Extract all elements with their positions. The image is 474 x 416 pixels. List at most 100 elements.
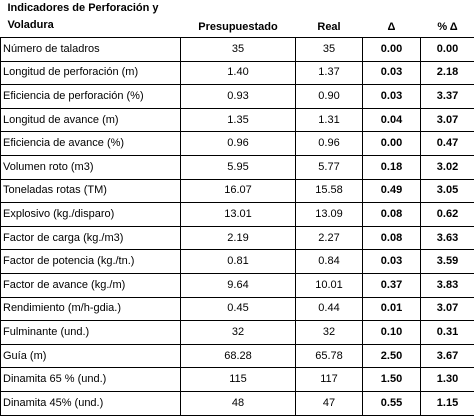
real-cell: 35 bbox=[296, 38, 363, 62]
delta-cell: 1.50 bbox=[363, 368, 421, 392]
delta-cell: 0.08 bbox=[363, 203, 421, 227]
delta-cell: 0.03 bbox=[363, 85, 421, 109]
real-cell: 1.31 bbox=[296, 108, 363, 132]
real-cell: 0.96 bbox=[296, 132, 363, 156]
presupuestado-cell: 68.28 bbox=[181, 344, 296, 368]
delta-cell: 2.50 bbox=[363, 344, 421, 368]
real-cell: 2.27 bbox=[296, 226, 363, 250]
presupuestado-cell: 48 bbox=[181, 391, 296, 415]
real-cell: 0.84 bbox=[296, 250, 363, 274]
pct-delta-cell: 2.18 bbox=[421, 61, 474, 85]
presupuestado-cell: 0.96 bbox=[181, 132, 296, 156]
indicator-name-cell: Guía (m) bbox=[1, 344, 181, 368]
pct-delta-cell: 0.62 bbox=[421, 203, 474, 227]
presupuestado-cell: 1.35 bbox=[181, 108, 296, 132]
real-cell: 0.44 bbox=[296, 297, 363, 321]
delta-cell: 0.37 bbox=[363, 273, 421, 297]
presupuestado-cell: 0.45 bbox=[181, 297, 296, 321]
indicator-name-cell: Dinamita 65 % (und.) bbox=[1, 368, 181, 392]
delta-cell: 0.03 bbox=[363, 250, 421, 274]
real-cell: 5.77 bbox=[296, 155, 363, 179]
pct-delta-cell: 3.07 bbox=[421, 108, 474, 132]
delta-cell: 0.55 bbox=[363, 391, 421, 415]
header-pct-delta: % Δ bbox=[421, 0, 474, 38]
delta-cell: 0.10 bbox=[363, 321, 421, 345]
presupuestado-cell: 35 bbox=[181, 38, 296, 62]
pct-delta-cell: 0.00 bbox=[421, 38, 474, 62]
indicator-name-cell: Factor de carga (kg./m3) bbox=[1, 226, 181, 250]
indicator-name-cell: Dinamita 45% (und.) bbox=[1, 391, 181, 415]
delta-cell: 0.49 bbox=[363, 179, 421, 203]
presupuestado-cell: 115 bbox=[181, 368, 296, 392]
indicator-name-cell: Rendimiento (m/h-gdia.) bbox=[1, 297, 181, 321]
real-cell: 15.58 bbox=[296, 179, 363, 203]
indicator-name-cell: Eficiencia de avance (%) bbox=[1, 132, 181, 156]
delta-cell: 0.03 bbox=[363, 61, 421, 85]
indicator-name-cell: Fulminante (und.) bbox=[1, 321, 181, 345]
presupuestado-cell: 1.40 bbox=[181, 61, 296, 85]
pct-delta-cell: 3.63 bbox=[421, 226, 474, 250]
indicator-name-cell: Longitud de avance (m) bbox=[1, 108, 181, 132]
presupuestado-cell: 13.01 bbox=[181, 203, 296, 227]
indicator-name-cell: Explosivo (kg./disparo) bbox=[1, 203, 181, 227]
indicator-name-cell: Eficiencia de perforación (%) bbox=[1, 85, 181, 109]
presupuestado-cell: 9.64 bbox=[181, 273, 296, 297]
presupuestado-cell: 32 bbox=[181, 321, 296, 345]
indicator-name-cell: Volumen roto (m3) bbox=[1, 155, 181, 179]
delta-cell: 0.01 bbox=[363, 297, 421, 321]
delta-cell: 0.04 bbox=[363, 108, 421, 132]
real-cell: 65.78 bbox=[296, 344, 363, 368]
real-cell: 13.09 bbox=[296, 203, 363, 227]
real-cell: 1.37 bbox=[296, 61, 363, 85]
indicator-name-cell: Longitud de perforación (m) bbox=[1, 61, 181, 85]
presupuestado-cell: 16.07 bbox=[181, 179, 296, 203]
pct-delta-cell: 3.05 bbox=[421, 179, 474, 203]
real-cell: 117 bbox=[296, 368, 363, 392]
real-cell: 32 bbox=[296, 321, 363, 345]
indicator-name-cell: Factor de avance (kg./m) bbox=[1, 273, 181, 297]
presupuestado-cell: 0.81 bbox=[181, 250, 296, 274]
table-header-row: Indicadores de Perforación y Voladura Pr… bbox=[1, 0, 474, 38]
real-cell: 10.01 bbox=[296, 273, 363, 297]
pct-delta-cell: 1.30 bbox=[421, 368, 474, 392]
indicator-name-cell: Factor de potencia (kg./tn.) bbox=[1, 250, 181, 274]
pct-delta-cell: 3.83 bbox=[421, 273, 474, 297]
presupuestado-cell: 2.19 bbox=[181, 226, 296, 250]
header-presupuestado: Presupuestado bbox=[181, 0, 296, 38]
delta-cell: 0.00 bbox=[363, 132, 421, 156]
pct-delta-cell: 3.59 bbox=[421, 250, 474, 274]
real-cell: 47 bbox=[296, 391, 363, 415]
presupuestado-cell: 5.95 bbox=[181, 155, 296, 179]
indicator-name-cell: Toneladas rotas (TM) bbox=[1, 179, 181, 203]
pct-delta-cell: 0.47 bbox=[421, 132, 474, 156]
header-indicator-line2: Voladura bbox=[8, 19, 54, 31]
delta-cell: 0.00 bbox=[363, 38, 421, 62]
pct-delta-cell: 3.37 bbox=[421, 85, 474, 109]
real-cell: 0.90 bbox=[296, 85, 363, 109]
pct-delta-cell: 3.07 bbox=[421, 297, 474, 321]
header-delta: Δ bbox=[363, 0, 421, 38]
pct-delta-cell: 0.31 bbox=[421, 321, 474, 345]
header-indicator: Indicadores de Perforación y Voladura bbox=[1, 0, 181, 38]
header-indicator-line1: Indicadores de Perforación y bbox=[8, 2, 159, 14]
indicator-name-cell: Número de taladros bbox=[1, 38, 181, 62]
pct-delta-cell: 3.67 bbox=[421, 344, 474, 368]
